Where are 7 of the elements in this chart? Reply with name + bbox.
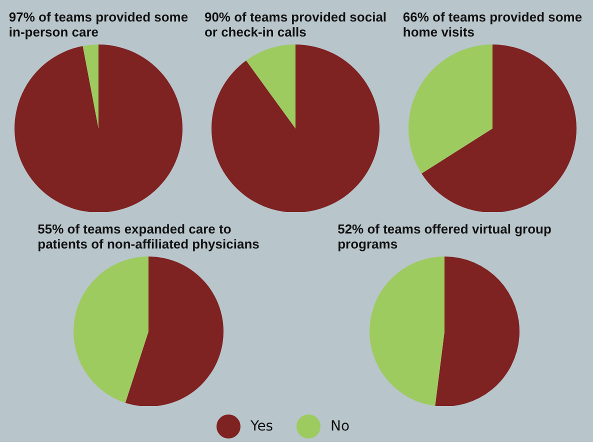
chart-title: 55% of teams expanded care to patients of non-affiliated physicians xyxy=(38,222,260,252)
chart-title: 90% of teams provided social or check-in calls xyxy=(204,10,387,40)
chart-title: 66% of teams provided some home visits xyxy=(402,10,582,40)
chart-title: 97% of teams provided some in-person care xyxy=(8,10,188,40)
legend-label: Yes xyxy=(250,418,274,434)
legend-label: No xyxy=(330,418,350,434)
chart-title: 52% of teams offered virtual group programs xyxy=(338,222,552,252)
